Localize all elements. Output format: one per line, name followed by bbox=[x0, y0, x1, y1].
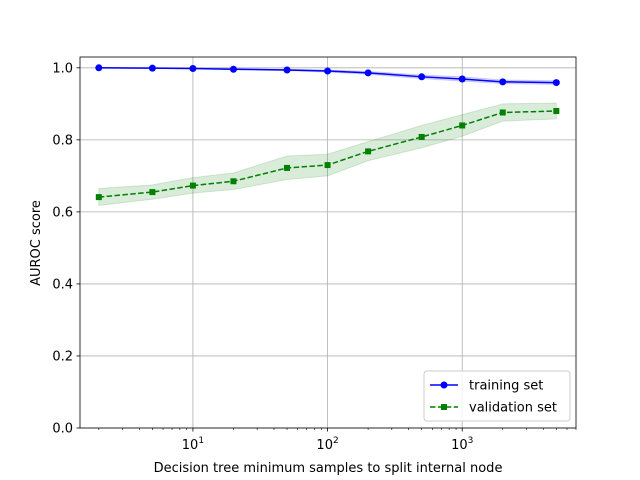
y-axis-label: AUROC score bbox=[29, 200, 44, 286]
data-point-validation bbox=[499, 109, 506, 116]
data-point-validation bbox=[149, 189, 156, 196]
y-tick-label: 0.2 bbox=[52, 349, 73, 364]
data-point-training bbox=[499, 78, 507, 86]
data-point-training bbox=[552, 79, 560, 87]
data-point-training bbox=[364, 69, 372, 77]
series-lines bbox=[95, 64, 560, 201]
confidence-band-validation bbox=[98, 102, 557, 206]
x-tick-label: 102 bbox=[316, 436, 338, 453]
legend-label-validation: validation set bbox=[469, 401, 557, 416]
data-point-training bbox=[458, 75, 466, 83]
data-point-training bbox=[418, 73, 426, 81]
y-tick-label: 1.0 bbox=[52, 61, 73, 76]
data-point-training bbox=[148, 64, 156, 72]
legend: training set validation set bbox=[423, 370, 571, 422]
data-point-validation bbox=[365, 148, 372, 155]
y-tick-label: 0.0 bbox=[52, 422, 73, 437]
axes-frame bbox=[79, 56, 577, 429]
data-point-validation bbox=[324, 162, 331, 169]
plot-frame bbox=[79, 56, 577, 429]
data-point-validation bbox=[553, 108, 560, 115]
data-point-training bbox=[324, 67, 332, 75]
legend-marker-validation bbox=[441, 404, 447, 410]
data-point-validation bbox=[230, 178, 237, 185]
legend-label-training: training set bbox=[469, 379, 543, 394]
x-tick-label: 103 bbox=[451, 436, 473, 453]
data-point-training bbox=[283, 66, 291, 74]
y-tick-label: 0.6 bbox=[52, 205, 73, 220]
x-axis-label: Decision tree minimum samples to split i… bbox=[154, 461, 503, 476]
data-point-validation bbox=[95, 194, 102, 201]
legend-box bbox=[423, 370, 571, 422]
legend-marker-training bbox=[440, 381, 448, 389]
data-point-training bbox=[95, 64, 103, 72]
data-point-validation bbox=[418, 133, 425, 140]
x-tick-label: 101 bbox=[182, 436, 204, 453]
axis-ticks: 0.0 0.2 0.4 0.6 0.8 1.0 101 102 103 bbox=[52, 61, 577, 453]
data-point-training bbox=[189, 65, 197, 73]
data-point-training bbox=[229, 65, 237, 73]
data-point-validation bbox=[459, 122, 466, 129]
y-tick-label: 0.4 bbox=[52, 277, 73, 292]
data-point-validation bbox=[284, 164, 291, 171]
data-point-validation bbox=[189, 182, 196, 189]
y-tick-label: 0.8 bbox=[52, 133, 73, 148]
